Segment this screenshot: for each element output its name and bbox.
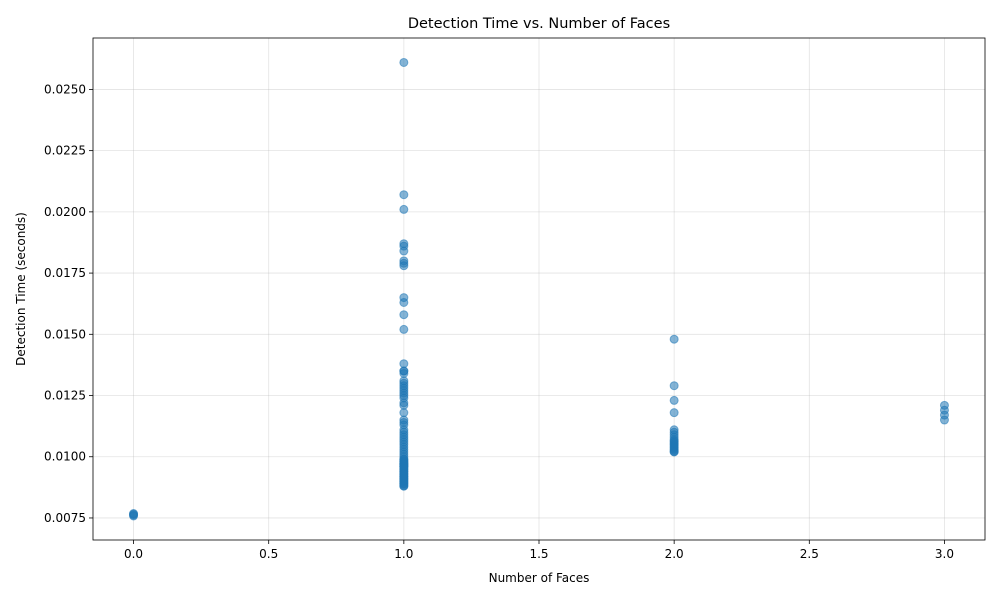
x-axis-label: Number of Faces xyxy=(489,571,590,585)
y-axis-ticks: 0.0075 0.0100 0.0125 0.0150 0.0175 0.0200 0.02… xyxy=(44,82,93,525)
data-point xyxy=(399,408,409,418)
data-point xyxy=(399,246,409,256)
y-tick-label: 0.0150 xyxy=(44,327,86,341)
y-axis-label: Detection Time (seconds) xyxy=(14,212,28,366)
data-point xyxy=(399,324,409,334)
data-point xyxy=(399,57,409,67)
data-point xyxy=(399,310,409,320)
y-tick-label: 0.0100 xyxy=(44,450,86,464)
data-point xyxy=(669,381,679,391)
x-axis-ticks: 0.0 0.5 1.0 1.5 2.0 2.5 3.0 xyxy=(124,540,954,561)
y-tick-label: 0.0200 xyxy=(44,205,86,219)
x-tick-label: 0.5 xyxy=(259,547,278,561)
y-tick-label: 0.0125 xyxy=(44,389,86,403)
data-point xyxy=(399,481,409,491)
y-tick-label: 0.0175 xyxy=(44,266,86,280)
data-point xyxy=(399,261,409,271)
data-point xyxy=(669,334,679,344)
data-point xyxy=(399,297,409,307)
y-tick-label: 0.0225 xyxy=(44,144,86,158)
y-tick-label: 0.0075 xyxy=(44,511,86,525)
data-point xyxy=(939,415,949,425)
y-tick-label: 0.0250 xyxy=(44,82,86,96)
data-point xyxy=(399,190,409,200)
data-point xyxy=(129,509,139,519)
data-point xyxy=(669,447,679,457)
x-tick-label: 1.0 xyxy=(394,547,413,561)
data-points xyxy=(129,57,949,521)
data-point xyxy=(399,462,409,472)
data-point xyxy=(399,204,409,214)
grid xyxy=(93,38,985,540)
data-point xyxy=(669,408,679,418)
data-point xyxy=(669,395,679,405)
chart-title: Detection Time vs. Number of Faces xyxy=(408,16,670,32)
x-tick-label: 3.0 xyxy=(935,547,954,561)
data-point xyxy=(399,368,409,378)
x-tick-label: 1.5 xyxy=(529,547,548,561)
x-tick-label: 2.5 xyxy=(800,547,819,561)
data-point xyxy=(399,400,409,410)
data-point xyxy=(399,359,409,369)
x-tick-label: 0.0 xyxy=(124,547,143,561)
x-tick-label: 2.0 xyxy=(665,547,684,561)
